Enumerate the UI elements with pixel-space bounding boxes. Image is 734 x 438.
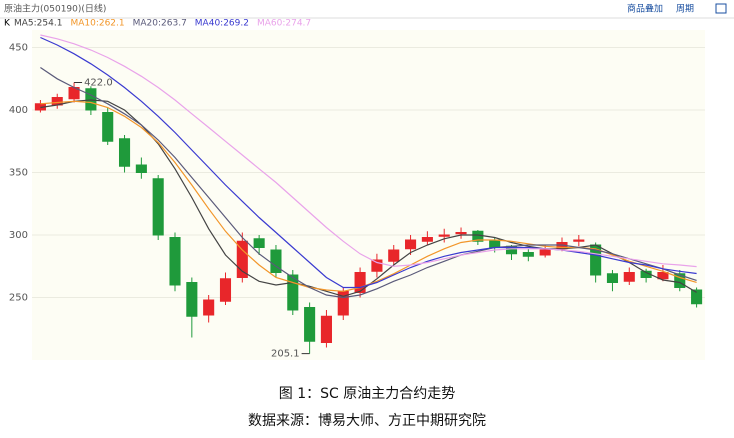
- candle-body: [152, 178, 164, 236]
- candle-body: [388, 249, 400, 262]
- candle-body: [606, 273, 619, 283]
- candle-body: [118, 138, 131, 167]
- candle-body: [438, 234, 450, 237]
- candle-body: [270, 249, 282, 273]
- candle-body: [169, 237, 181, 286]
- candle-body: [421, 237, 433, 242]
- candle-body: [657, 272, 669, 280]
- plot-area: [32, 30, 705, 360]
- legend-entry: MA10:262.1: [70, 19, 124, 29]
- candle-body: [320, 315, 332, 343]
- caption: 图 1：SC 原油主力合约走势: [279, 386, 455, 402]
- legend-prefix: K: [4, 19, 11, 29]
- candle-body: [489, 239, 501, 248]
- header-icon[interactable]: [715, 3, 727, 14]
- candle-body: [236, 240, 248, 278]
- legend-entry: MA20:263.7: [133, 19, 187, 29]
- candle-body: [287, 274, 299, 311]
- annotation: 205.1: [271, 349, 300, 360]
- candle-body: [674, 273, 686, 288]
- candle-body: [371, 259, 383, 272]
- header-title: 原油主力(050190)(日线): [4, 3, 106, 15]
- header-link[interactable]: 商品叠加: [627, 3, 663, 15]
- candle-body: [219, 278, 232, 302]
- y-tick-label: 350: [9, 168, 28, 179]
- y-tick-label: 400: [9, 105, 28, 116]
- ma-line: [40, 67, 697, 299]
- candle-body: [623, 272, 635, 282]
- candle-body: [573, 239, 585, 242]
- candle-body: [102, 112, 114, 142]
- ma-line: [40, 34, 697, 268]
- caption-source: 数据来源：博易大师、方正中期研究院: [248, 412, 486, 429]
- candle-body: [253, 238, 265, 248]
- legend-entry: MA5:254.1: [14, 19, 62, 29]
- ma-line: [40, 36, 697, 289]
- candle-body: [304, 307, 316, 342]
- header-bar: [0, 0, 734, 18]
- candle-body: [405, 239, 417, 250]
- candle-body: [203, 299, 215, 316]
- candle-body: [85, 88, 97, 111]
- candle-body: [691, 289, 703, 305]
- candle-body: [186, 282, 198, 317]
- y-tick-label: 300: [9, 230, 28, 241]
- candle-body: [354, 272, 366, 293]
- header-link[interactable]: 周期: [676, 4, 694, 15]
- y-tick-label: 450: [9, 43, 28, 54]
- candle-body: [539, 249, 551, 256]
- candle-body: [455, 232, 467, 235]
- candle-body: [522, 252, 534, 257]
- y-tick-label: 250: [9, 293, 28, 304]
- candle-body: [135, 164, 147, 173]
- legend-entry: MA60:274.7: [257, 19, 311, 29]
- legend-entry: MA40:269.2: [195, 19, 249, 29]
- annotation: 422.0: [84, 78, 113, 89]
